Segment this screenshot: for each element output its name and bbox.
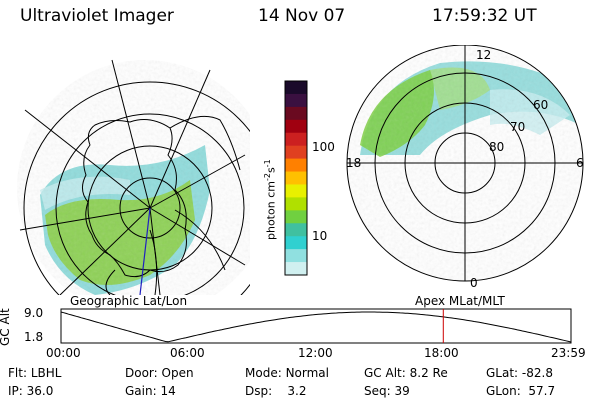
altitude-xtick-1200: 12:00: [298, 346, 333, 360]
altitude-ytick-min: 1.8: [24, 330, 44, 344]
altitude-ylabel: GC Alt: [0, 308, 12, 346]
colorbar-band: [285, 236, 307, 250]
colorbar-band: [285, 93, 307, 108]
dayside-terminator-line: [139, 207, 151, 295]
altitude-plot: [60, 308, 572, 344]
dsp-status: Dsp: 3.2: [245, 384, 307, 398]
colorbar-band: [285, 81, 307, 95]
colorbar-band: [285, 184, 307, 198]
time-label: 17:59:32 UT: [432, 6, 537, 26]
colorbar-band: [285, 132, 307, 147]
altitude-xtick-2359: 23:59: [551, 346, 586, 360]
mlat-label-80: 80: [489, 140, 505, 154]
mode-status: Mode: Normal: [245, 366, 329, 380]
magnetic-projection-label: Apex MLat/MLT: [415, 294, 505, 308]
glat-status: GLat: -82.8: [486, 366, 553, 380]
gc-alt-status: GC Alt: 8.2 Re: [364, 366, 448, 380]
magnetic-polar-plot: [346, 45, 584, 282]
mlat-label-70: 70: [510, 120, 526, 134]
magnetic-grid: [346, 45, 584, 282]
gain-status: Gain: 14: [125, 384, 176, 398]
colorbar-band: [285, 197, 307, 211]
altitude-xtick-0600: 06:00: [170, 346, 205, 360]
geographic-projection-label: Geographic Lat/Lon: [70, 294, 188, 308]
colorbar-tick-10: 10: [312, 229, 328, 243]
instrument-title: Ultraviolet Imager: [20, 6, 174, 26]
filter-status: Flt: LBHL: [8, 366, 62, 380]
mlt-label-18: 18: [346, 156, 362, 170]
altitude-curve: [60, 311, 572, 343]
mlat-label-60: 60: [533, 98, 549, 112]
date-label: 14 Nov 07: [258, 6, 346, 26]
colorbar-band: [285, 210, 307, 224]
colorbar-band: [285, 145, 307, 160]
geographic-map: [17, 59, 250, 295]
geographic-grid: [19, 59, 250, 295]
colorbar-band: [285, 171, 307, 185]
altitude-xtick-0000: 00:00: [46, 346, 81, 360]
colorbar-tick-100: 100: [312, 140, 335, 154]
colorbar: [284, 80, 308, 276]
mlt-label-0: 0: [470, 276, 478, 290]
door-status: Door: Open: [125, 366, 194, 380]
colorbar-band: [285, 262, 307, 276]
mlt-label-12: 12: [476, 48, 492, 62]
colorbar-band: [285, 106, 307, 121]
seq-status: Seq: 39: [364, 384, 410, 398]
colorbar-band: [285, 223, 307, 237]
ip-status: IP: 36.0: [8, 384, 54, 398]
colorbar-band: [285, 158, 307, 173]
colorbar-unit-label: photon cm-2s-1: [263, 159, 278, 240]
continent-outline: [82, 119, 187, 278]
glon-status: GLon: 57.7: [486, 384, 556, 398]
colorbar-band: [285, 249, 307, 263]
altitude-ytick-max: 9.0: [24, 306, 44, 320]
mlt-label-6: 6: [576, 156, 584, 170]
aurora-image-geographic: [17, 60, 250, 295]
altitude-xtick-1800: 18:00: [424, 346, 459, 360]
colorbar-band: [285, 119, 307, 134]
